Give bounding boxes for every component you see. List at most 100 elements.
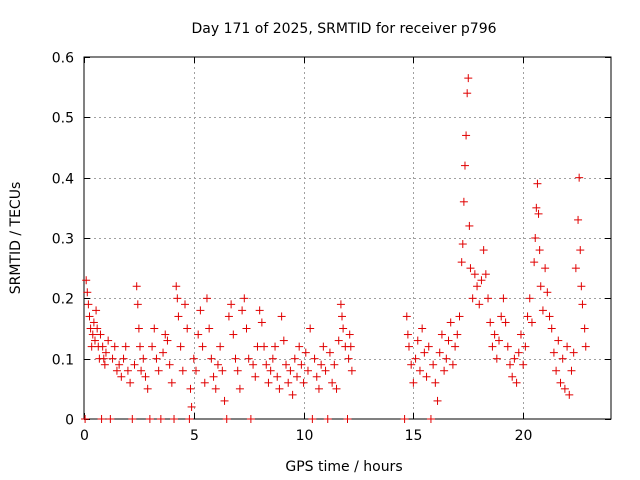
data-point [574, 215, 583, 224]
data-point [148, 342, 157, 351]
data-point [433, 396, 442, 405]
data-point [268, 354, 277, 363]
data-point [422, 372, 431, 381]
y-tick-label: 0.6 [52, 51, 74, 67]
data-point [464, 74, 473, 83]
data-point [455, 312, 464, 321]
data-point [492, 354, 501, 363]
data-point [123, 366, 132, 375]
data-point [505, 360, 514, 369]
data-point [104, 336, 113, 345]
data-point [332, 384, 341, 393]
data-point [484, 294, 493, 303]
x-tick-label: 10 [296, 428, 314, 444]
data-point [446, 318, 455, 327]
data-point [319, 342, 328, 351]
data-point [251, 372, 260, 381]
data-point [290, 354, 299, 363]
data-point [112, 366, 121, 375]
data-point [135, 342, 144, 351]
data-point [137, 366, 146, 375]
data-point [310, 354, 319, 363]
data-point [133, 300, 142, 309]
data-point [126, 378, 135, 387]
data-point [440, 366, 449, 375]
data-point [82, 276, 91, 285]
data-point [163, 336, 172, 345]
data-point [424, 342, 433, 351]
data-point [323, 415, 332, 423]
data-point [277, 312, 286, 321]
data-point [576, 246, 585, 255]
data-point [347, 366, 356, 375]
data-point [578, 300, 587, 309]
data-point [139, 354, 148, 363]
data-point [134, 324, 143, 333]
data-point [145, 415, 154, 423]
data-point [141, 372, 150, 381]
data-point [571, 264, 580, 273]
data-point [547, 324, 556, 333]
data-point [459, 197, 468, 206]
data-point [286, 366, 295, 375]
data-point [521, 342, 530, 351]
data-point [552, 366, 561, 375]
data-point [538, 306, 547, 315]
data-point [117, 372, 126, 381]
y-tick-labels: 0 0.1 0.2 0.3 0.4 0.5 0.6 [52, 51, 74, 429]
data-point [218, 366, 227, 375]
data-point [321, 366, 330, 375]
data-point [150, 324, 159, 333]
data-point [514, 348, 523, 357]
data-point [444, 336, 453, 345]
data-point [429, 360, 438, 369]
data-point [344, 354, 353, 363]
data-point [97, 415, 106, 423]
y-tick-label: 0.3 [52, 232, 74, 248]
data-point [503, 342, 512, 351]
data-point [161, 330, 170, 339]
data-point [275, 384, 284, 393]
data-point [346, 342, 355, 351]
data-point [330, 360, 339, 369]
data-point [227, 300, 236, 309]
data-point [284, 378, 293, 387]
data-point [297, 360, 306, 369]
data-point [339, 324, 348, 333]
data-point [288, 390, 297, 399]
data-point [84, 300, 93, 309]
data-point [519, 360, 528, 369]
data-points [81, 74, 590, 423]
data-point [185, 415, 194, 423]
data-point [325, 348, 334, 357]
data-point [466, 264, 475, 273]
data-point [98, 342, 107, 351]
data-point [202, 294, 211, 303]
data-point [477, 276, 486, 285]
data-point [442, 354, 451, 363]
data-point [101, 348, 110, 357]
data-point [260, 342, 269, 351]
data-point [108, 354, 117, 363]
data-point [343, 415, 352, 423]
data-point [581, 342, 590, 351]
data-point [404, 342, 413, 351]
data-point [85, 312, 94, 321]
data-point [523, 312, 532, 321]
data-point [499, 294, 508, 303]
data-point [255, 306, 264, 315]
data-point [560, 384, 569, 393]
data-point [418, 324, 427, 333]
data-point [453, 330, 462, 339]
data-point [488, 342, 497, 351]
data-point [213, 360, 222, 369]
data-point [244, 354, 253, 363]
data-point [314, 384, 323, 393]
data-point [231, 354, 240, 363]
data-point [402, 312, 411, 321]
data-point [176, 342, 185, 351]
data-point [115, 360, 124, 369]
data-point [531, 234, 540, 242]
data-point [577, 282, 586, 291]
y-tick-label: 0 [65, 413, 74, 429]
